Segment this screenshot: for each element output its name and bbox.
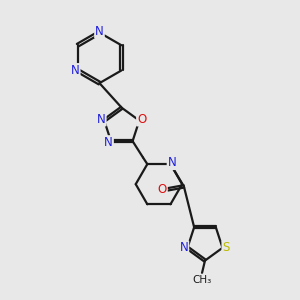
Text: S: S <box>222 241 230 254</box>
Text: N: N <box>71 64 80 77</box>
Text: O: O <box>137 112 146 125</box>
Text: N: N <box>104 136 113 149</box>
Text: N: N <box>95 25 104 38</box>
Text: O: O <box>158 183 167 196</box>
Text: N: N <box>179 241 188 254</box>
Text: N: N <box>97 112 106 125</box>
Text: CH₃: CH₃ <box>192 274 212 285</box>
Text: N: N <box>168 156 176 169</box>
